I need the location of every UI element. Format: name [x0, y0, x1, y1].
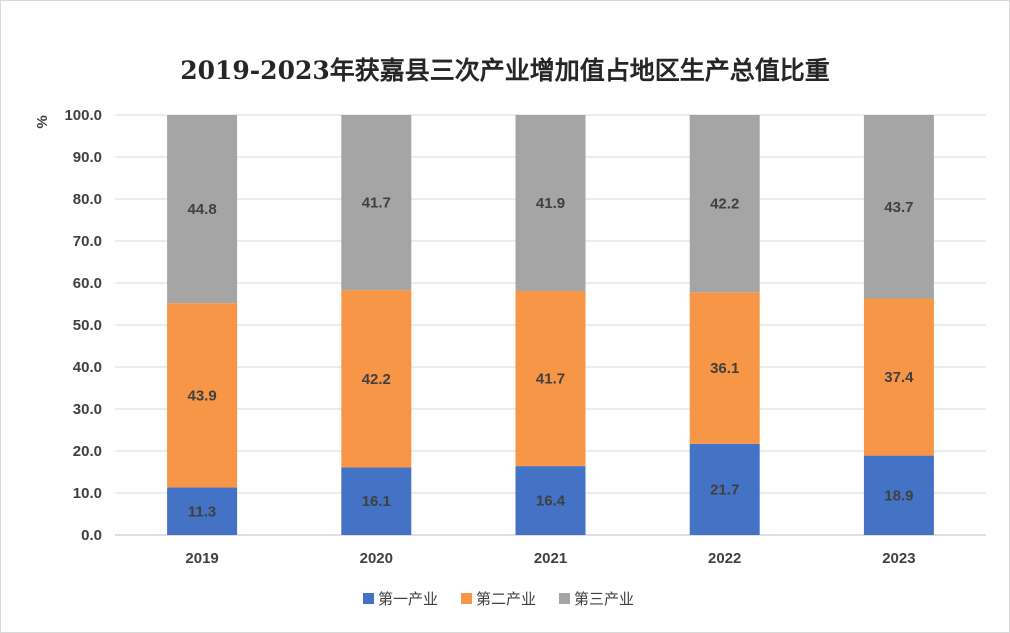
- y-tick-label: 60.0: [73, 275, 102, 292]
- y-tick-label: 90.0: [73, 149, 102, 166]
- data-label: 41.9: [536, 195, 565, 212]
- data-label: 36.1: [710, 360, 739, 377]
- legend-label: 第二产业: [476, 590, 536, 608]
- y-tick-label: 20.0: [73, 443, 102, 460]
- data-label: 16.1: [362, 493, 391, 510]
- data-label: 43.9: [187, 387, 216, 404]
- data-label: 41.7: [536, 371, 565, 388]
- data-label: 11.3: [188, 503, 216, 520]
- bar-group-2020: 16.1 42.2 41.7: [341, 115, 412, 535]
- bar-segment-2: [167, 303, 238, 488]
- x-axis-ticks: 2019 2020 2021 2022 2023: [185, 550, 915, 567]
- bar-segment-3: [515, 115, 586, 291]
- data-label: 41.7: [362, 195, 391, 212]
- y-tick-label: 40.0: [73, 359, 102, 376]
- y-tick-label: 10.0: [73, 485, 102, 502]
- legend-item: 第一产业: [363, 590, 438, 608]
- data-label: 18.9: [884, 487, 913, 504]
- y-tick-label: 50.0: [73, 317, 102, 334]
- bar-group-2021: 16.4 41.7 41.9: [515, 115, 586, 535]
- bar-segment-2: [341, 290, 412, 468]
- chart-title: 2019-2023年获嘉县三次产业增加值占地区生产总值比重: [180, 56, 830, 85]
- bar-groups: 11.3 43.9 44.8 16.1 42.2 41.7 16.4 41.7 41.9 21.7…: [167, 115, 934, 535]
- data-label: 42.2: [710, 196, 739, 213]
- y-tick-label: 80.0: [73, 191, 102, 208]
- bar-segment-2: [515, 290, 586, 467]
- bar-segment-3: [863, 115, 934, 299]
- bar-segment-1: [167, 487, 238, 535]
- y-axis-ticks: 0.0 10.0 20.0 30.0 40.0 50.0 60.0 70.0 80.0 90.0 1…: [64, 107, 102, 544]
- bar-segment-3: [689, 115, 760, 293]
- data-label: 16.4: [536, 493, 566, 510]
- data-label: 42.2: [362, 371, 391, 388]
- data-label: 43.7: [884, 199, 913, 216]
- legend-item: 第三产业: [559, 590, 634, 608]
- y-tick-label: 30.0: [73, 401, 102, 418]
- x-tick-label: 2022: [708, 550, 741, 567]
- legend-swatch: [461, 593, 472, 604]
- bar-segment-2: [863, 298, 934, 456]
- legend-swatch: [559, 593, 570, 604]
- bar-segment-3: [341, 115, 412, 291]
- x-tick-label: 2021: [534, 550, 567, 567]
- data-label: 44.8: [187, 201, 216, 218]
- y-tick-label: 0.0: [81, 527, 102, 544]
- legend-label: 第一产业: [378, 590, 438, 608]
- x-tick-label: 2019: [185, 550, 218, 567]
- bar-group-2022: 21.7 36.1 42.2: [689, 115, 760, 535]
- legend-item: 第二产业: [461, 590, 536, 608]
- y-tick-label: 100.0: [64, 107, 102, 124]
- legend: 第一产业 第二产业 第三产业: [363, 590, 634, 608]
- bar-segment-1: [341, 467, 412, 535]
- y-tick-label: 70.0: [73, 233, 102, 250]
- legend-label: 第三产业: [574, 590, 634, 608]
- bar-segment-1: [689, 443, 760, 535]
- x-tick-label: 2023: [882, 550, 915, 567]
- bar-segment-3: [167, 115, 238, 304]
- y-axis-label: %: [34, 115, 51, 128]
- bar-segment-1: [863, 455, 934, 535]
- bar-group-2019: 11.3 43.9 44.8: [167, 115, 238, 535]
- bar-segment-1: [515, 466, 586, 535]
- data-label: 37.4: [884, 369, 914, 386]
- bar-segment-2: [689, 292, 760, 444]
- legend-swatch: [363, 593, 374, 604]
- data-label: 21.7: [710, 481, 739, 498]
- x-tick-label: 2020: [360, 550, 393, 567]
- bar-group-2023: 18.9 37.4 43.7: [863, 115, 934, 535]
